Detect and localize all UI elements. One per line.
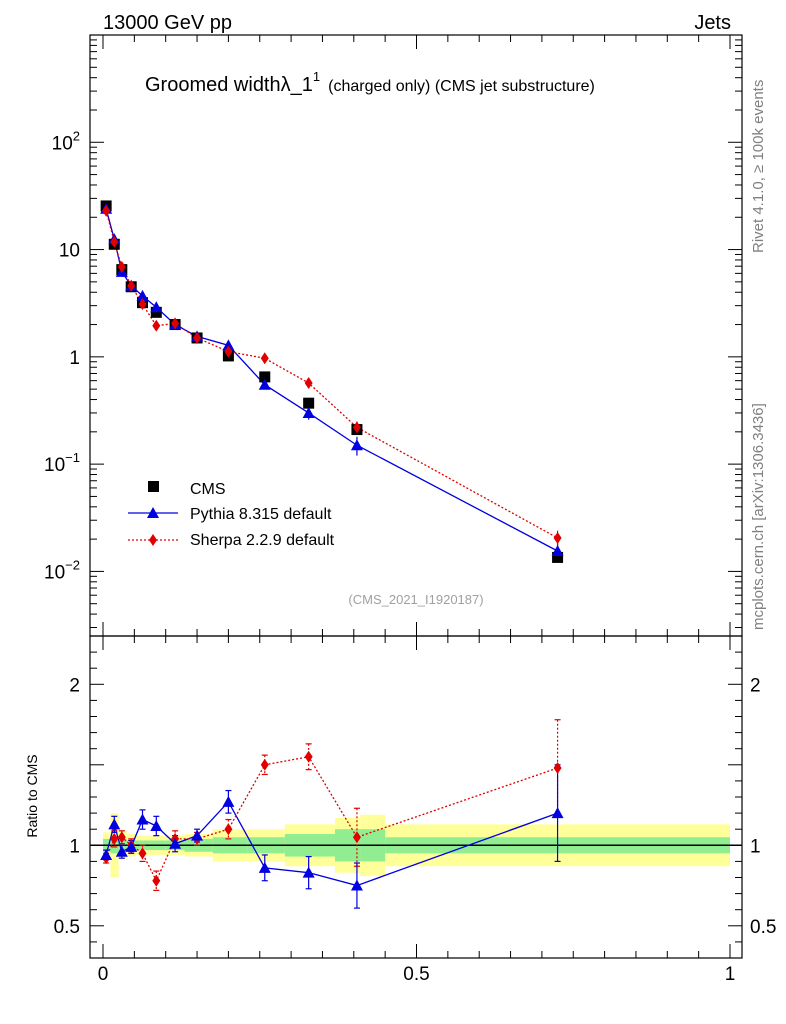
ratio-pythia-point <box>258 861 271 873</box>
pythia-data-point <box>350 439 363 451</box>
ratio-pythia-point <box>108 818 121 830</box>
ratio-pythia-point <box>169 837 182 849</box>
legend-sherpa-marker <box>149 534 157 546</box>
pythia-data-point <box>150 301 163 313</box>
x-tick-label: 0 <box>98 964 109 985</box>
ratio-pythia-point <box>115 845 128 857</box>
ratio-sherpa-point <box>224 823 233 836</box>
y-tick-label-base: 10 <box>44 562 65 583</box>
ratio-sherpa-point <box>110 832 119 845</box>
legend-cms-marker <box>148 481 159 492</box>
sherpa-data-point <box>260 352 269 365</box>
y-tick-label-base: 1 <box>69 348 80 369</box>
pythia-line <box>105 208 558 552</box>
rivet-version-label: Rivet 4.1.0, ≥ 100k events <box>750 80 767 253</box>
ratio-y-tick-label-left: 0.5 <box>54 917 80 938</box>
pythia-data-point <box>222 339 235 351</box>
main-plot-frame <box>89 34 743 637</box>
sherpa-line <box>105 210 558 539</box>
ratio-sherpa-point <box>138 847 147 860</box>
sherpa-data-point <box>117 260 126 273</box>
ratio-pythia-point <box>100 848 113 860</box>
x-tick-label: 0.5 <box>403 964 429 985</box>
ratio-pythia-point <box>125 840 138 852</box>
legend-cms-label: CMS <box>190 481 226 498</box>
ratio-sherpa-point <box>152 874 161 887</box>
y-tick-label-base: 10 <box>44 455 65 476</box>
sherpa-data-point <box>553 531 562 544</box>
header-jets-label: Jets <box>694 12 731 34</box>
ratio-sherpa-point <box>553 762 562 775</box>
header-energy-label: 13000 GeV pp <box>103 12 232 34</box>
y-tick-label: 10−1 <box>44 450 80 476</box>
sherpa-data-point <box>127 279 136 292</box>
sherpa-data-point <box>304 377 313 390</box>
plot-title-main: Groomed widthλ_1 <box>145 74 313 96</box>
mcplots-label: mcplots.cern.ch [arXiv:1306.3436] <box>750 403 767 630</box>
ratio-axis-label: Ratio to CMS <box>24 754 40 837</box>
legend-sherpa-label: Sherpa 2.2.9 default <box>190 532 335 549</box>
y-tick-label-exponent: −1 <box>65 450 80 465</box>
sherpa-data-point <box>224 345 233 358</box>
pythia-data-point <box>551 544 564 556</box>
cms-data-point <box>259 371 271 383</box>
sherpa-data-point <box>193 331 202 344</box>
pythia-data-point <box>258 378 271 390</box>
cms-data-point <box>552 551 564 563</box>
y-tick-label-base: 10 <box>59 241 80 262</box>
x-tick-label: 1 <box>725 964 736 985</box>
sherpa-data-point <box>352 421 361 434</box>
y-tick-label-base: 10 <box>52 133 73 154</box>
sherpa-data-point <box>102 204 111 217</box>
ratio-sherpa-point <box>260 758 269 771</box>
ratio-pythia-point <box>551 807 564 819</box>
legend-pythia-marker <box>147 507 159 518</box>
plot-title: Groomed widthλ_11 (charged only) (CMS jet… <box>145 69 595 96</box>
ratio-sherpa-point <box>117 831 126 844</box>
ratio-sherpa-point <box>352 831 361 844</box>
cms-data-point <box>150 306 162 318</box>
ratio-y-tick-label-left: 2 <box>69 675 80 696</box>
ratio-pythia-point <box>191 829 204 841</box>
sherpa-data-point <box>171 317 180 330</box>
ratio-plot-frame <box>89 635 743 959</box>
sherpa-data-point <box>138 298 147 311</box>
pythia-data-point <box>302 406 315 418</box>
ratio-y-tick-label-left: 1 <box>69 836 80 857</box>
ratio-pythia-point <box>222 795 235 807</box>
y-tick-label: 10 <box>59 241 80 262</box>
legend: CMS Pythia 8.315 default Sherpa 2.2.9 de… <box>128 481 335 549</box>
y-tick-label-exponent: 2 <box>73 128 80 143</box>
ratio-pythia-point <box>350 879 363 891</box>
analysis-watermark: (CMS_2021_I1920187) <box>348 592 483 607</box>
sherpa-data-point <box>152 319 161 332</box>
ratio-pythia-point <box>150 819 163 831</box>
ratio-sherpa-point <box>304 750 313 763</box>
y-tick-label: 1 <box>69 348 80 369</box>
y-tick-label-exponent: −2 <box>65 557 80 572</box>
sherpa-data-point <box>110 235 119 248</box>
plot-title-suffix: (charged only) (CMS jet substructure) <box>328 78 595 95</box>
y-tick-label: 102 <box>52 128 80 154</box>
ratio-y-tick-label-right: 1 <box>750 836 761 857</box>
pythia-data-point <box>136 289 149 301</box>
ratio-pythia-point <box>136 813 149 825</box>
cms-data-point <box>303 397 315 409</box>
ratio-y-tick-label-right: 0.5 <box>750 917 776 938</box>
ratio-pythia-point <box>302 866 315 878</box>
ratio-y-tick-label-right: 2 <box>750 675 761 696</box>
y-tick-label: 10−2 <box>44 557 80 583</box>
legend-pythia-label: Pythia 8.315 default <box>190 506 332 523</box>
plot-title-superscript: 1 <box>313 69 320 84</box>
